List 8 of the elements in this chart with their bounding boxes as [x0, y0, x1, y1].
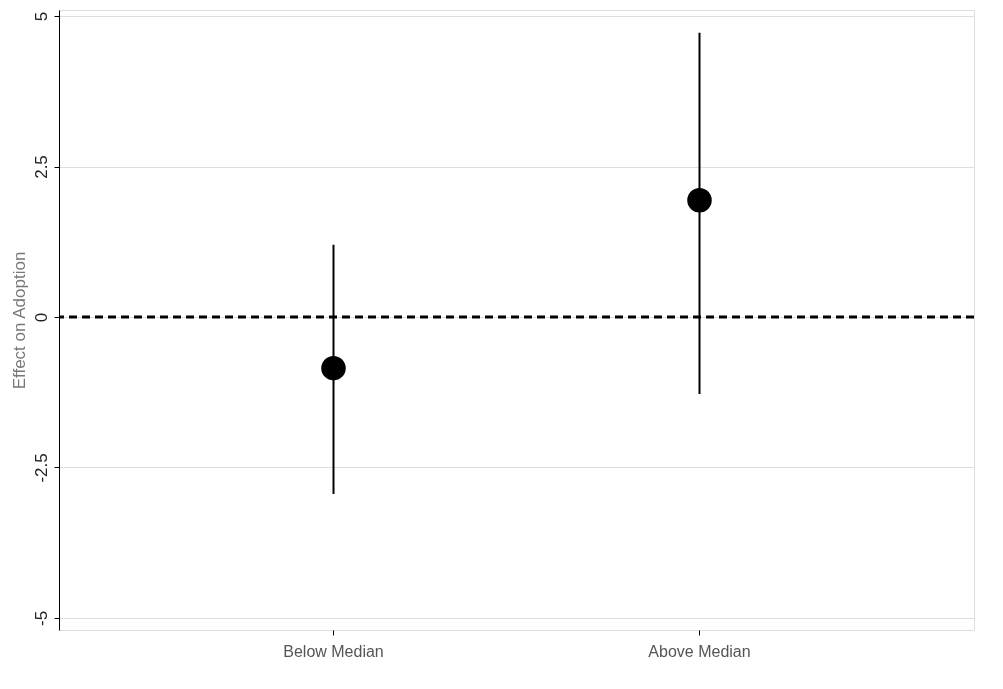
y-tick-label: 2.5: [31, 155, 51, 179]
y-axis-title: Effect on Adoption: [9, 251, 29, 390]
y-tick-label: -5: [31, 610, 51, 627]
y-tick-label: -2.5: [31, 453, 51, 483]
y-tick-label: 5: [31, 11, 51, 22]
x-tick-label: Above Median: [648, 642, 751, 660]
x-tick-label: Below Median: [283, 642, 384, 660]
y-tick-label: 0: [31, 312, 51, 323]
